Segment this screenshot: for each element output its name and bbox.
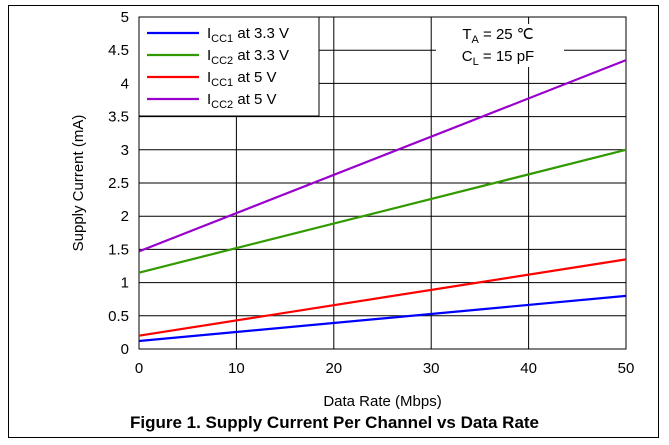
temperature-condition: TA = 25 ℃ [462, 26, 533, 46]
legend-entry: ICC2 at 3.3 V [207, 47, 289, 67]
plot-area [138, 16, 627, 350]
y-tick-label: 0.5 [108, 308, 129, 325]
y-tick-label: 5 [121, 9, 129, 26]
capacitance-condition: CL = 15 pF [462, 48, 534, 68]
temperature-symbol: T [462, 26, 471, 43]
series-line [138, 294, 627, 343]
y-axis-ticks: 0 0.5 1 1.5 2 2.5 3 3.5 4 4.5 5 [108, 9, 129, 358]
legend-entry: ICC1 at 5 V [207, 69, 277, 89]
figure-caption: Figure 1. Supply Current Per Channel vs … [129, 413, 540, 432]
y-tick-label: 0 [121, 341, 129, 358]
x-tick-label: 0 [135, 360, 143, 377]
figure-frame [8, 5, 659, 438]
capacitance-symbol: C [462, 48, 473, 65]
y-tick-label: 4 [121, 75, 129, 92]
capacitance-subscript: L [473, 56, 479, 68]
x-axis-label: Data Rate (Mbps) [323, 393, 441, 410]
y-tick-label: 4.5 [108, 42, 129, 59]
temperature-value: = 25 ℃ [479, 26, 534, 43]
series-lines [138, 59, 627, 343]
series-line [138, 258, 627, 337]
x-tick-label: 10 [228, 360, 245, 377]
conditions-background [436, 24, 564, 67]
y-axis-label: Supply Current (mA) [70, 115, 87, 252]
y-tick-label: 2 [121, 208, 129, 225]
temperature-subscript: A [472, 34, 480, 46]
x-tick-label: 50 [618, 360, 635, 377]
legend-entry: ICC1 at 3.3 V [207, 25, 289, 45]
x-tick-label: 30 [423, 360, 440, 377]
series-line [138, 148, 627, 274]
test-conditions: TA = 25 ℃ CL = 15 pF [436, 24, 564, 68]
y-tick-label: 2.5 [108, 175, 129, 192]
y-tick-label: 1 [121, 275, 129, 292]
y-tick-label: 3 [121, 142, 129, 159]
x-tick-label: 40 [520, 360, 537, 377]
series-line [138, 59, 627, 253]
x-tick-label: 20 [325, 360, 342, 377]
capacitance-value: = 15 pF [479, 48, 534, 65]
y-tick-label: 3.5 [108, 109, 129, 126]
x-axis-ticks: 0 10 20 30 40 50 [135, 360, 635, 377]
legend-entry: ICC2 at 5 V [207, 91, 277, 111]
y-tick-label: 1.5 [108, 241, 129, 258]
